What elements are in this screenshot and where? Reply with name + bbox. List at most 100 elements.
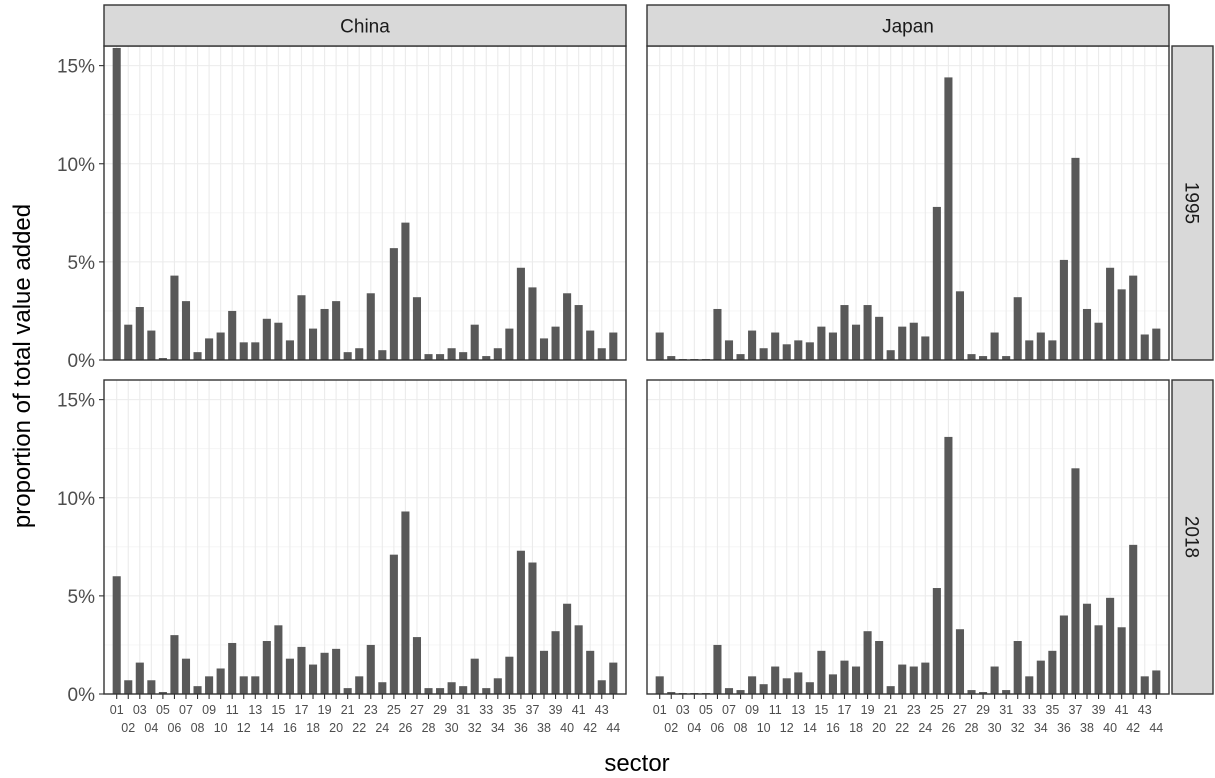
- y-axis-title: proportion of total value added: [9, 204, 36, 528]
- bar-sector-17: [840, 305, 849, 360]
- x-tick-label: 42: [1126, 721, 1140, 735]
- bar-sector-33: [482, 688, 491, 694]
- x-tick-label: 06: [710, 721, 724, 735]
- panel-japan-2018: [646, 379, 1170, 695]
- x-tick-label: 16: [283, 721, 297, 735]
- x-axis-title: sector: [604, 750, 669, 777]
- bar-sector-27: [955, 629, 965, 694]
- bar-sector-41: [574, 625, 583, 694]
- x-tick-label: 17: [295, 703, 309, 717]
- bar-sector-19: [863, 305, 872, 360]
- x-tick-label: 14: [803, 721, 817, 735]
- bar-sector-31: [1002, 356, 1011, 360]
- bar-sector-25: [389, 248, 398, 360]
- bar-sector-33: [1025, 340, 1034, 360]
- y-tick-label: 0%: [68, 685, 96, 706]
- x-tick-label: 19: [318, 703, 332, 717]
- x-tick-label: 40: [1103, 721, 1117, 735]
- x-tick-label: 05: [699, 703, 713, 717]
- bar-sector-06: [713, 644, 722, 694]
- x-tick-label: 25: [387, 703, 401, 717]
- bar-sector-44: [609, 662, 618, 694]
- bar-sector-31: [1002, 690, 1011, 694]
- x-tick-label: 26: [398, 721, 412, 735]
- bar-sector-16: [285, 340, 294, 360]
- bar-sector-22: [898, 326, 907, 360]
- x-tick-label: 39: [1092, 703, 1106, 717]
- x-tick-label: 37: [1069, 703, 1083, 717]
- x-tick-label: 12: [780, 721, 794, 735]
- bar-sector-17: [840, 660, 849, 694]
- bar-sector-42: [586, 330, 595, 360]
- bar-sector-19: [320, 308, 329, 360]
- y-tick-label: 10%: [57, 155, 95, 176]
- bar-sector-13: [251, 342, 260, 360]
- bar-sector-42: [586, 650, 595, 694]
- x-tick-label: 44: [606, 721, 620, 735]
- bar-sector-15: [817, 650, 826, 694]
- x-tick-label: 38: [1080, 721, 1094, 735]
- x-tick-label: 14: [260, 721, 274, 735]
- bar-sector-27: [412, 297, 422, 360]
- bar-sector-33: [482, 356, 491, 360]
- bar-sector-02: [124, 680, 133, 694]
- bar-sector-23: [366, 293, 375, 360]
- bar-sector-22: [355, 676, 364, 694]
- column-strip-label: Japan: [882, 17, 934, 38]
- panel-china-2018: [103, 379, 627, 695]
- bar-sector-42: [1129, 275, 1138, 360]
- x-tick-label: 30: [988, 721, 1002, 735]
- x-tick-label: 21: [341, 703, 355, 717]
- bar-sector-06: [713, 308, 722, 360]
- bar-sector-10: [759, 684, 768, 694]
- x-tick-label: 11: [226, 703, 239, 717]
- bar-sector-01: [655, 676, 664, 694]
- x-tick-label: 08: [734, 721, 748, 735]
- bar-sector-29: [436, 688, 445, 694]
- x-tick-label: 38: [537, 721, 551, 735]
- x-tick-label: 16: [826, 721, 840, 735]
- x-tick-label: 10: [214, 721, 228, 735]
- bar-sector-19: [863, 631, 872, 694]
- bar-sector-35: [505, 328, 514, 360]
- bar-sector-37: [528, 562, 537, 694]
- x-tick-label: 13: [791, 703, 805, 717]
- bar-sector-34: [1036, 660, 1045, 694]
- bar-sector-11: [771, 666, 780, 694]
- bar-sector-11: [228, 310, 237, 360]
- x-tick-label: 35: [502, 703, 516, 717]
- bar-sector-32: [1013, 297, 1022, 360]
- bar-sector-36: [1059, 615, 1068, 694]
- x-tick-label: 07: [179, 703, 193, 717]
- bar-sector-39: [1094, 625, 1103, 694]
- x-tick-label: 42: [583, 721, 597, 735]
- bar-sector-36: [516, 550, 525, 694]
- bar-sector-23: [366, 644, 375, 694]
- bar-sector-14: [262, 641, 271, 694]
- bar-sector-07: [724, 688, 734, 694]
- x-tick-label: 15: [814, 703, 828, 717]
- bar-sector-41: [574, 305, 583, 360]
- x-tick-label: 03: [676, 703, 690, 717]
- bar-sector-07: [181, 301, 191, 360]
- x-tick-label: 04: [687, 721, 701, 735]
- bar-sector-05: [158, 358, 167, 360]
- bar-sector-20: [875, 316, 884, 360]
- bar-sector-37: [1071, 157, 1080, 360]
- x-tick-label: 02: [121, 721, 135, 735]
- bar-sector-34: [493, 348, 502, 360]
- bar-sector-35: [1048, 650, 1057, 694]
- bar-sector-09: [205, 676, 214, 694]
- bar-sector-09: [205, 338, 214, 360]
- x-tick-label: 27: [410, 703, 424, 717]
- bar-sector-08: [736, 690, 745, 694]
- bar-sector-06: [170, 635, 179, 694]
- panels-layer: [103, 45, 1170, 695]
- x-tick-label: 22: [895, 721, 909, 735]
- x-tick-label: 37: [526, 703, 540, 717]
- bar-sector-35: [505, 656, 514, 694]
- panel-border: [103, 379, 627, 695]
- x-tick-label: 19: [861, 703, 875, 717]
- bar-sector-29: [436, 354, 445, 360]
- x-tick-label: 36: [1057, 721, 1071, 735]
